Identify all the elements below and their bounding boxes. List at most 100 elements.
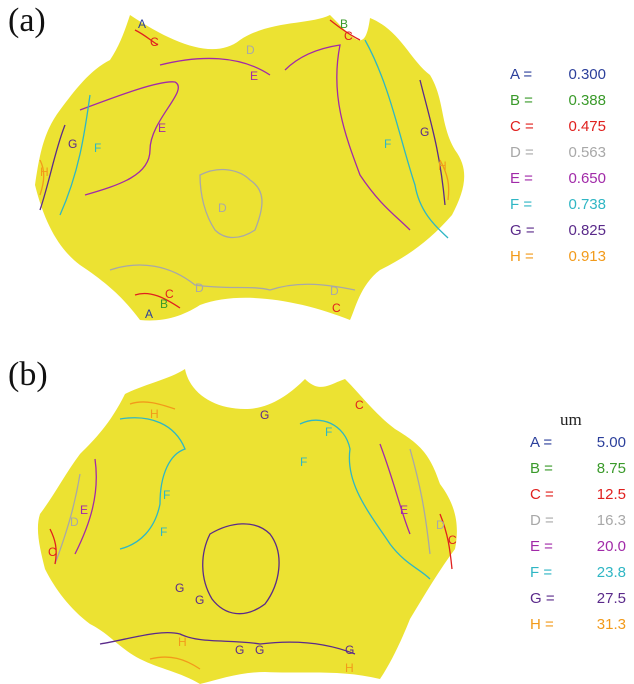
contour-label: A — [138, 17, 146, 31]
contour-h-top — [129, 401, 176, 410]
contour-d-left — [54, 473, 81, 565]
contour-plot-b: G H C F F F F E D C E D C G G G G H G H — [37, 369, 457, 684]
panel-label: (b) — [8, 356, 48, 393]
contour-e-left — [74, 458, 97, 555]
legend-value: 5.00 — [596, 434, 626, 451]
legend-value: 23.8 — [596, 564, 626, 581]
contour-c-bottom — [134, 292, 181, 309]
panel-b: G H C F F F F E D C E D C G G G G H G H … — [0, 354, 634, 684]
contour-plot-a: A C D B C E E F G H F G H D D D C B A C — [35, 15, 465, 321]
contour-label: G — [420, 125, 429, 139]
legend-value: 12.5 — [596, 486, 626, 503]
contour-d-right — [409, 448, 431, 555]
contour-label: C — [355, 398, 364, 412]
legend-value: 0.913 — [568, 248, 606, 265]
legend-key: C = — [530, 486, 554, 503]
legend-key: C = — [510, 118, 534, 135]
contour-label: B — [340, 17, 348, 31]
contour-label: C — [448, 533, 457, 547]
contour-f-top-right — [299, 419, 431, 580]
wafer-shape — [37, 369, 457, 684]
contour-label: H — [178, 635, 187, 649]
panel-a: A C D B C E E F G H F G H D D D C B A C … — [0, 0, 634, 330]
legend-row: A = 5.00 — [530, 430, 626, 456]
contour-c-right — [439, 513, 453, 570]
contour-label: E — [250, 69, 258, 83]
contour-label: G — [195, 593, 204, 607]
legend-value: 8.75 — [596, 460, 626, 477]
legend-key: E = — [530, 538, 553, 555]
contour-label: F — [384, 137, 391, 151]
contour-c-top-right — [329, 19, 361, 41]
legend-row: G = 27.5 — [530, 586, 626, 612]
legend: um A = 5.00 B = 8.75 C = 12.5 D = 16.3 E… — [530, 410, 626, 638]
legend-row: A = 0.300 — [510, 62, 606, 88]
contour-label: F — [160, 525, 167, 539]
contour-label: E — [158, 121, 166, 135]
legend-row: D = 0.563 — [510, 140, 606, 166]
legend-key: B = — [510, 92, 533, 109]
contour-label: H — [438, 159, 447, 173]
contour-label: C — [150, 35, 159, 49]
contour-label: G — [68, 137, 77, 151]
contour-label: F — [300, 455, 307, 469]
contour-g-right — [419, 79, 446, 206]
legend-key: H = — [510, 248, 534, 265]
contour-e-right — [379, 443, 411, 535]
legend-value: 20.0 — [596, 538, 626, 555]
contour-label: A — [145, 307, 153, 321]
legend-key: E = — [510, 170, 533, 187]
legend-row: B = 8.75 — [530, 456, 626, 482]
panel-label: (a) — [8, 2, 46, 39]
contour-c-top — [134, 29, 159, 46]
contour-h-bottom — [149, 656, 201, 670]
contour-f-right — [364, 39, 449, 239]
legend-value: 0.300 — [568, 66, 606, 83]
legend-row: F = 23.8 — [530, 560, 626, 586]
legend-row: D = 16.3 — [530, 508, 626, 534]
legend-key: D = — [510, 144, 534, 161]
contour-label: C — [344, 29, 353, 43]
contour-f-top-left — [119, 417, 186, 550]
legend-value: 0.475 — [568, 118, 606, 135]
contour-label: H — [150, 407, 159, 421]
legend-key: G = — [530, 590, 555, 607]
contour-label: D — [70, 515, 79, 529]
contour-g-left — [39, 124, 66, 211]
contour-g-center — [202, 523, 280, 615]
contour-h-left — [39, 159, 45, 196]
legend-value: 27.5 — [596, 590, 626, 607]
contour-label: C — [165, 287, 174, 301]
contour-label: E — [80, 503, 88, 517]
contour-c-left — [49, 528, 57, 565]
legend-value: 0.650 — [568, 170, 606, 187]
contour-f-left — [59, 94, 91, 216]
legend-key: F = — [510, 196, 533, 213]
contour-label: D — [195, 281, 204, 295]
contour-label: H — [40, 165, 49, 179]
legend-key: F = — [530, 564, 553, 581]
contour-label: D — [436, 518, 445, 532]
contour-label: H — [345, 661, 354, 675]
wafer-shape — [35, 15, 465, 321]
legend: A = 0.300 B = 0.388 C = 0.475 D = 0.563 … — [510, 62, 606, 270]
contour-h-right — [439, 159, 450, 201]
contour-e-right — [284, 44, 411, 231]
legend-row: C = 0.475 — [510, 114, 606, 140]
legend-value: 0.563 — [568, 144, 606, 161]
contour-label: B — [160, 297, 168, 311]
legend-key: G = — [510, 222, 535, 239]
contour-label: F — [325, 425, 332, 439]
contour-label: C — [48, 545, 57, 559]
contour-d-center — [199, 168, 263, 239]
contour-label: D — [246, 43, 255, 57]
legend-row: E = 0.650 — [510, 166, 606, 192]
contour-label: G — [345, 643, 354, 657]
legend-value: 0.388 — [568, 92, 606, 109]
contour-label: G — [235, 643, 244, 657]
contour-d-bottom — [109, 264, 356, 291]
legend-key: D = — [530, 512, 554, 529]
contour-g-bottom — [99, 631, 356, 655]
contour-label: F — [163, 488, 170, 502]
legend-key: H = — [530, 616, 554, 633]
